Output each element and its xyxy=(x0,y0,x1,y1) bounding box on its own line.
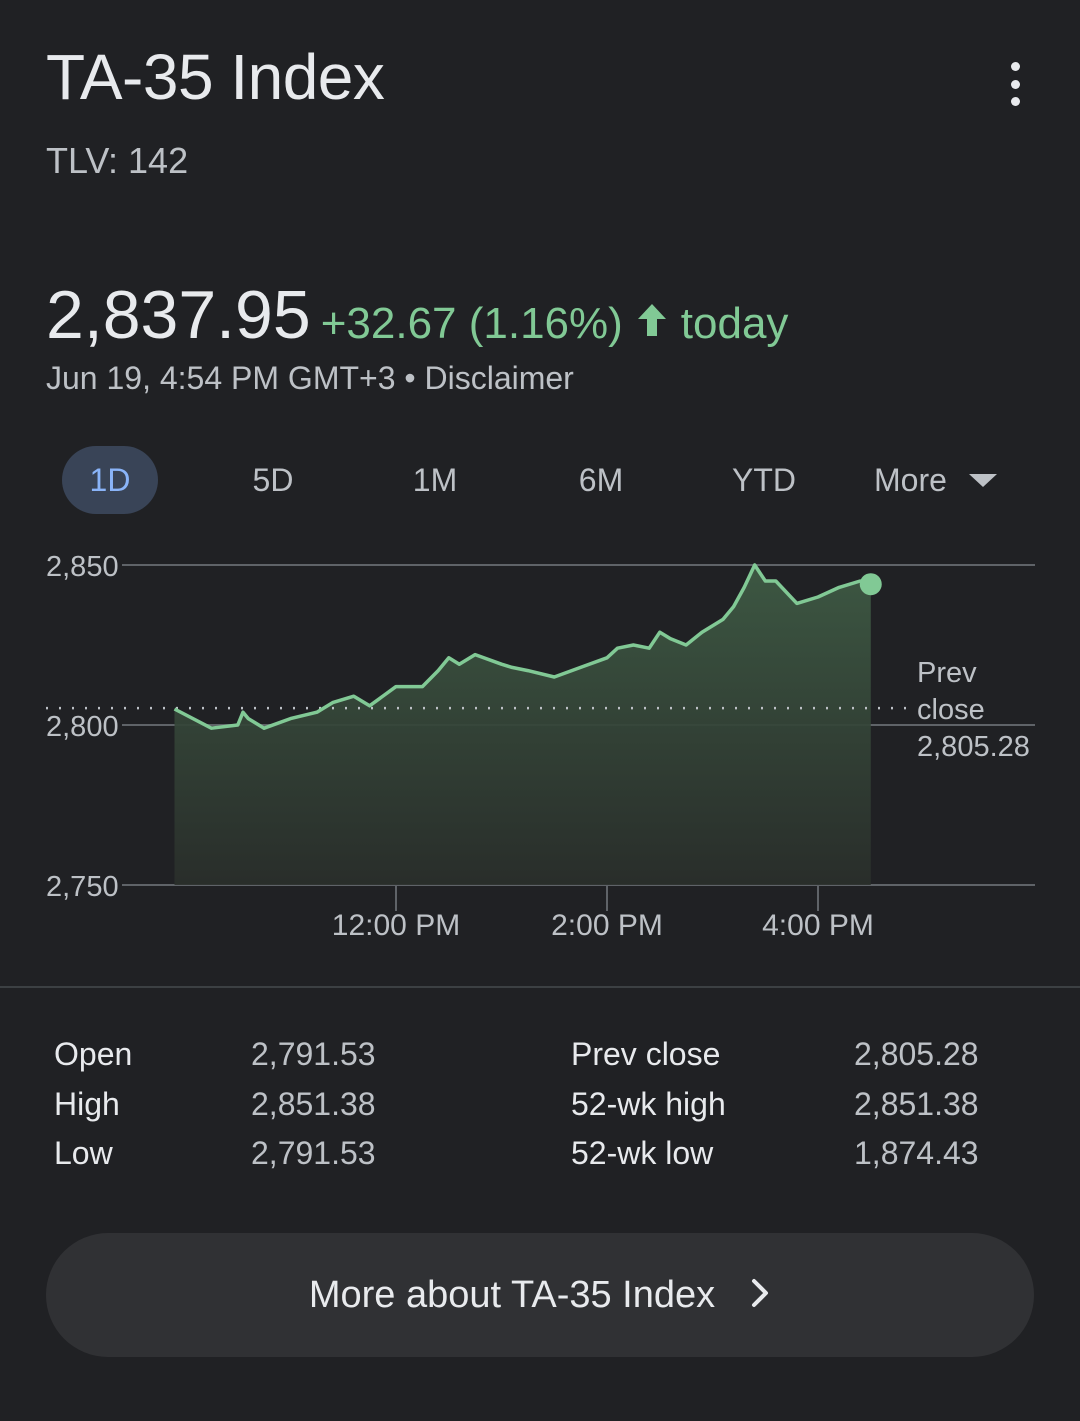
meta-separator: • xyxy=(404,360,416,396)
tab-more-label: More xyxy=(874,461,947,498)
stat-label-52wk-low: 52-wk low xyxy=(571,1135,714,1171)
stat-value-52wk-high: 2,851.38 xyxy=(854,1086,979,1122)
timestamp: Jun 19, 4:54 PM GMT+3 xyxy=(46,360,396,396)
chevron-right-icon xyxy=(749,1278,771,1313)
y-tick-label: 2,800 xyxy=(46,711,119,743)
stat-value-low: 2,791.53 xyxy=(251,1135,376,1171)
prev-close-label: 2,805.28 xyxy=(917,731,1030,763)
tab-1m[interactable]: 1M xyxy=(412,462,458,498)
range-tabs: 1D 5D 1M 6M YTD More xyxy=(62,446,1022,514)
section-divider xyxy=(0,986,1080,988)
y-tick-label: 2,750 xyxy=(46,871,119,903)
x-tick-label: 2:00 PM xyxy=(551,909,663,942)
price-change: +32.67 (1.16%) xyxy=(320,299,623,348)
quote-meta: Jun 19, 4:54 PM GMT+3 • Disclaimer xyxy=(46,360,574,397)
stat-value-prev-close: 2,805.28 xyxy=(854,1036,979,1072)
price-row: 2,837.95 +32.67 (1.16%) today xyxy=(46,276,788,354)
stat-value-high: 2,851.38 xyxy=(251,1086,376,1122)
stat-label-52wk-high: 52-wk high xyxy=(571,1086,726,1122)
tab-6m[interactable]: 6M xyxy=(578,462,624,498)
stat-row: Low 2,791.53 52-wk low 1,874.43 xyxy=(54,1135,1034,1185)
change-period: today xyxy=(680,299,789,348)
caret-down-icon xyxy=(968,473,997,487)
tab-1d[interactable]: 1D xyxy=(62,446,158,514)
prev-close-label: close xyxy=(917,694,985,726)
stat-value-open: 2,791.53 xyxy=(251,1036,376,1072)
current-price: 2,837.95 xyxy=(46,277,311,353)
more-vert-icon[interactable] xyxy=(1000,62,1030,106)
arrow-up-icon xyxy=(635,302,669,343)
x-tick-label: 12:00 PM xyxy=(332,909,460,942)
stat-value-52wk-low: 1,874.43 xyxy=(854,1135,979,1171)
stat-label-low: Low xyxy=(54,1135,113,1171)
chart-area xyxy=(174,565,871,885)
more-about-label: More about TA-35 Index xyxy=(308,1273,716,1316)
tab-ytd[interactable]: YTD xyxy=(732,462,796,498)
stat-row: High 2,851.38 52-wk high 2,851.38 xyxy=(54,1086,1034,1136)
ticker-symbol: TLV: 142 xyxy=(46,140,189,181)
stat-label-open: Open xyxy=(54,1036,133,1072)
x-tick-label: 4:00 PM xyxy=(762,909,874,942)
disclaimer-link[interactable]: Disclaimer xyxy=(424,360,574,396)
prev-close-label: Prev xyxy=(917,657,977,689)
stat-row: Open 2,791.53 Prev close 2,805.28 xyxy=(54,1036,1034,1086)
price-chart[interactable]: 2,850 2,800 2,750 12:00 PM 2:00 PM 4:00 PM Pre… xyxy=(0,530,1080,970)
y-tick-label: 2,850 xyxy=(46,551,119,583)
page-title: TA-35 Index xyxy=(46,41,385,113)
tab-more[interactable]: More xyxy=(874,446,997,514)
more-about-button[interactable]: More about TA-35 Index xyxy=(46,1233,1034,1357)
tab-5d[interactable]: 5D xyxy=(252,462,294,498)
stat-label-high: High xyxy=(54,1086,120,1122)
series-line xyxy=(173,563,872,730)
stat-label-prev-close: Prev close xyxy=(571,1036,721,1072)
last-point-dot xyxy=(859,573,882,596)
